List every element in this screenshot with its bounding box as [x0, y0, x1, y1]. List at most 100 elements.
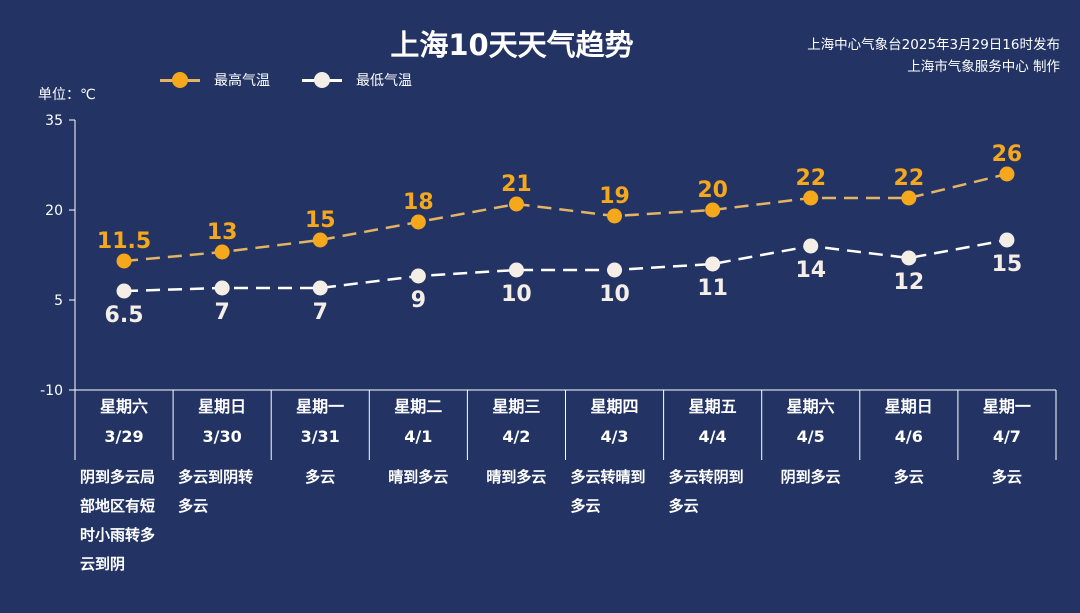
- weekday-label: 星期五: [688, 397, 737, 416]
- day-cell: 星期六 3/29: [75, 392, 173, 452]
- weekday-label: 星期四: [590, 397, 639, 416]
- data-point[interactable]: [116, 253, 132, 269]
- weather-description: 多云: [991, 468, 1022, 486]
- series-low-temp: 6.5 7 7 9 10 10 11 14 12 15: [105, 232, 1023, 328]
- date-label: 3/29: [104, 427, 144, 446]
- data-label: 6.5: [105, 303, 144, 328]
- legend-item-high[interactable]: 最高气温: [160, 70, 270, 90]
- weather-description: 多云: [305, 468, 336, 486]
- data-label: 19: [599, 184, 630, 209]
- date-label: 4/4: [698, 427, 727, 446]
- data-label: 22: [795, 166, 826, 191]
- weekday-label: 星期日: [198, 397, 247, 416]
- legend: 最高气温 最低气温: [160, 70, 444, 90]
- data-point[interactable]: [999, 232, 1015, 248]
- producer-info: 上海市气象服务中心 制作: [907, 59, 1060, 75]
- date-label: 4/1: [404, 427, 433, 446]
- weather-description: 多云转晴到 多云: [570, 468, 646, 515]
- data-point[interactable]: [214, 244, 230, 260]
- weekday-label: 星期一: [296, 397, 345, 416]
- legend-label-low: 最低气温: [356, 73, 412, 89]
- data-point[interactable]: [410, 268, 426, 284]
- data-point[interactable]: [607, 208, 623, 224]
- source-info: 上海中心气象台2025年3月29日16时发布 上海市气象服务中心 制作: [807, 34, 1060, 78]
- publish-info: 上海中心气象台2025年3月29日16时发布: [807, 37, 1060, 53]
- data-label: 22: [894, 166, 925, 191]
- date-label: 4/3: [600, 427, 629, 446]
- day-cell: 星期二 4/1: [369, 392, 467, 452]
- data-label: 15: [305, 208, 336, 233]
- date-label: 4/6: [894, 427, 923, 446]
- date-label: 4/5: [796, 427, 825, 446]
- y-axis-unit: 单位：℃: [38, 87, 96, 103]
- weather-description: 晴到多云: [486, 468, 547, 486]
- axes: 35 20 5 -10: [40, 113, 1057, 460]
- day-cell: 星期一 4/7: [958, 392, 1056, 452]
- day-cell: 星期四 4/3: [566, 392, 664, 452]
- data-label: 20: [697, 178, 728, 203]
- weather-description: 晴到多云: [388, 468, 449, 486]
- data-point[interactable]: [410, 214, 426, 230]
- date-label: 3/30: [202, 427, 242, 446]
- weekday-label: 星期六: [99, 397, 148, 416]
- weekday-label: 星期日: [884, 397, 933, 416]
- weekday-label: 星期六: [786, 397, 835, 416]
- day-cell: 星期日 4/6: [860, 392, 958, 452]
- data-label: 12: [894, 270, 925, 295]
- chart-title: 上海10天天气趋势: [390, 28, 634, 62]
- data-point[interactable]: [214, 280, 230, 296]
- data-label: 11.5: [97, 229, 151, 254]
- date-label: 3/31: [300, 427, 340, 446]
- data-point[interactable]: [116, 283, 132, 299]
- low-temp-marker-icon: [302, 70, 342, 90]
- data-point[interactable]: [312, 280, 328, 296]
- day-cell: 星期六 4/5: [762, 392, 860, 452]
- data-label: 15: [992, 252, 1023, 277]
- date-label: 4/2: [502, 427, 531, 446]
- data-label: 14: [795, 258, 826, 283]
- data-point[interactable]: [803, 238, 819, 254]
- series-high-temp: 11.5 13 15 18 21 19 20 22 22 26: [97, 142, 1022, 269]
- data-label: 9: [411, 288, 426, 313]
- data-label: 26: [992, 142, 1023, 167]
- weather-description: 多云转阴到 多云: [668, 468, 744, 515]
- weekday-label: 星期三: [492, 397, 541, 416]
- y-tick-label: 20: [45, 203, 63, 219]
- day-cell: 星期一 3/31: [271, 392, 369, 452]
- data-point[interactable]: [999, 166, 1015, 182]
- data-point[interactable]: [803, 190, 819, 206]
- y-tick-label: 5: [54, 293, 63, 309]
- day-cell: 星期三 4/2: [467, 392, 565, 452]
- high-temp-marker-icon: [160, 70, 200, 90]
- data-point[interactable]: [901, 250, 917, 266]
- y-tick-label: -10: [40, 383, 63, 399]
- data-label: 11: [697, 276, 728, 301]
- weekday-label: 星期二: [394, 397, 443, 416]
- data-label: 13: [207, 220, 238, 245]
- data-point[interactable]: [705, 256, 721, 272]
- data-point[interactable]: [705, 202, 721, 218]
- data-point[interactable]: [508, 196, 524, 212]
- legend-item-low[interactable]: 最低气温: [302, 70, 412, 90]
- weather-description: 多云到阴转 多云: [178, 468, 254, 515]
- data-point[interactable]: [607, 262, 623, 278]
- legend-label-high: 最高气温: [214, 73, 270, 89]
- data-point[interactable]: [901, 190, 917, 206]
- date-label: 4/7: [992, 427, 1021, 446]
- data-label: 10: [501, 282, 532, 307]
- weekday-label: 星期一: [982, 397, 1031, 416]
- y-tick-label: 35: [45, 113, 63, 129]
- day-cell: 星期日 3/30: [173, 392, 271, 452]
- day-cell: 星期五 4/4: [664, 392, 762, 452]
- weather-description: 阴到多云局 部地区有短 时小雨转多 云到阴: [80, 468, 156, 573]
- data-label: 18: [403, 190, 434, 215]
- data-label: 10: [599, 282, 630, 307]
- data-label: 7: [313, 300, 328, 325]
- weather-description: 阴到多云: [780, 468, 841, 486]
- data-point[interactable]: [508, 262, 524, 278]
- data-label: 7: [214, 300, 229, 325]
- data-point[interactable]: [312, 232, 328, 248]
- data-label: 21: [501, 172, 532, 197]
- weather-description: 多云: [893, 468, 924, 486]
